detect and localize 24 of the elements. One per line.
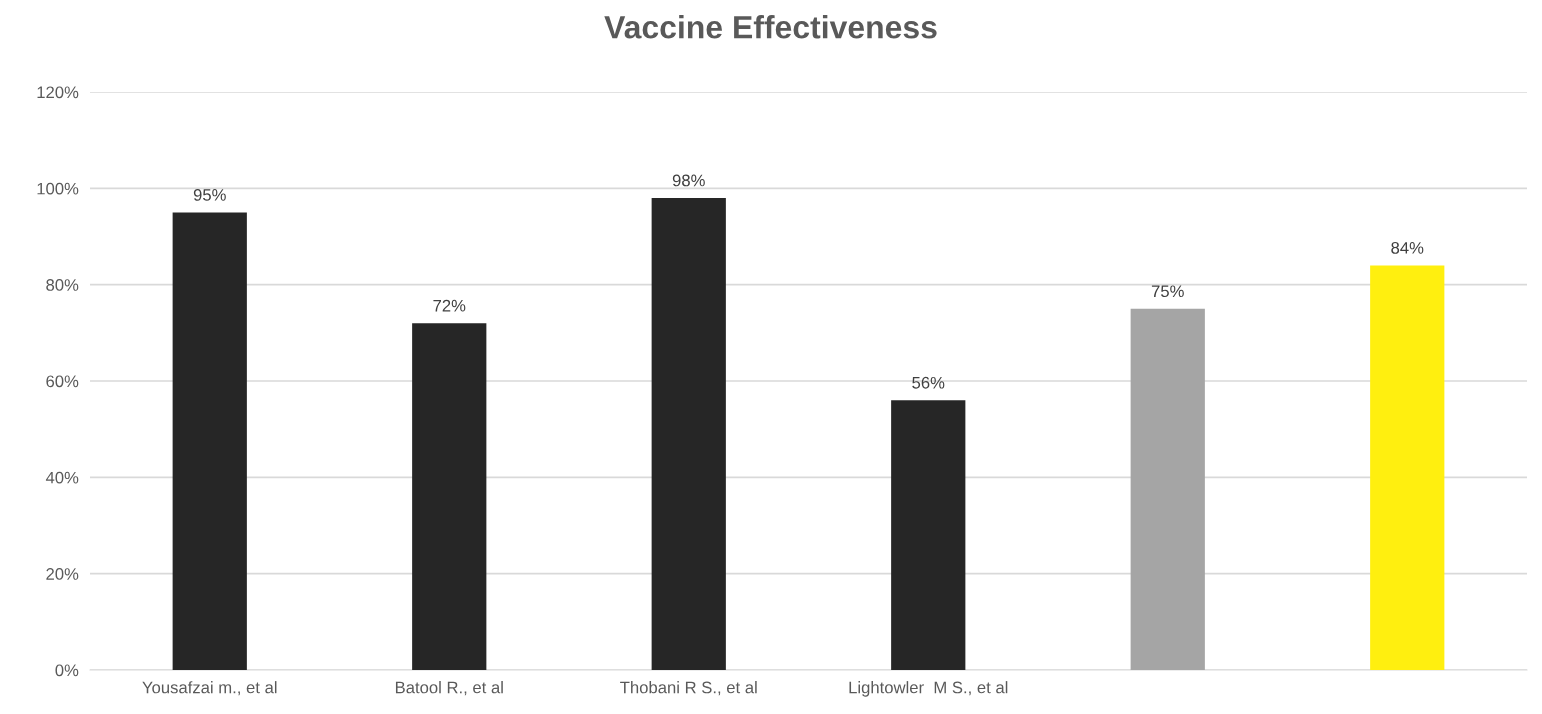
y-tick-label: 100% bbox=[37, 182, 79, 195]
y-tick-label: 20% bbox=[46, 568, 79, 580]
bar bbox=[1130, 308, 1205, 670]
bar bbox=[412, 323, 487, 670]
data-label: 98% bbox=[672, 174, 705, 187]
y-tick-label: 40% bbox=[45, 471, 79, 484]
data-label: 75% bbox=[1151, 285, 1184, 298]
x-tick-label: Batool R., et al bbox=[395, 681, 503, 696]
bar bbox=[651, 197, 726, 670]
y-tick-label: 80% bbox=[46, 279, 79, 291]
bar bbox=[172, 212, 247, 670]
chart-title: Vaccine Effectiveness bbox=[604, 15, 937, 39]
data-label: 95% bbox=[193, 188, 226, 201]
y-tick-label: 60% bbox=[46, 375, 79, 388]
bar bbox=[1370, 265, 1445, 670]
y-tick-label: 120% bbox=[37, 86, 79, 99]
y-tick-label: 0% bbox=[55, 664, 79, 677]
x-tick-label: Yousafzai m., et al bbox=[142, 681, 277, 696]
bar bbox=[891, 400, 966, 670]
data-label: 84% bbox=[1391, 241, 1424, 254]
x-tick-label: Thobani R S., et al bbox=[620, 681, 757, 696]
data-label: 56% bbox=[912, 376, 945, 389]
x-tick-label: Lightowler M S., et al bbox=[849, 681, 1008, 697]
data-label: 72% bbox=[433, 299, 466, 312]
